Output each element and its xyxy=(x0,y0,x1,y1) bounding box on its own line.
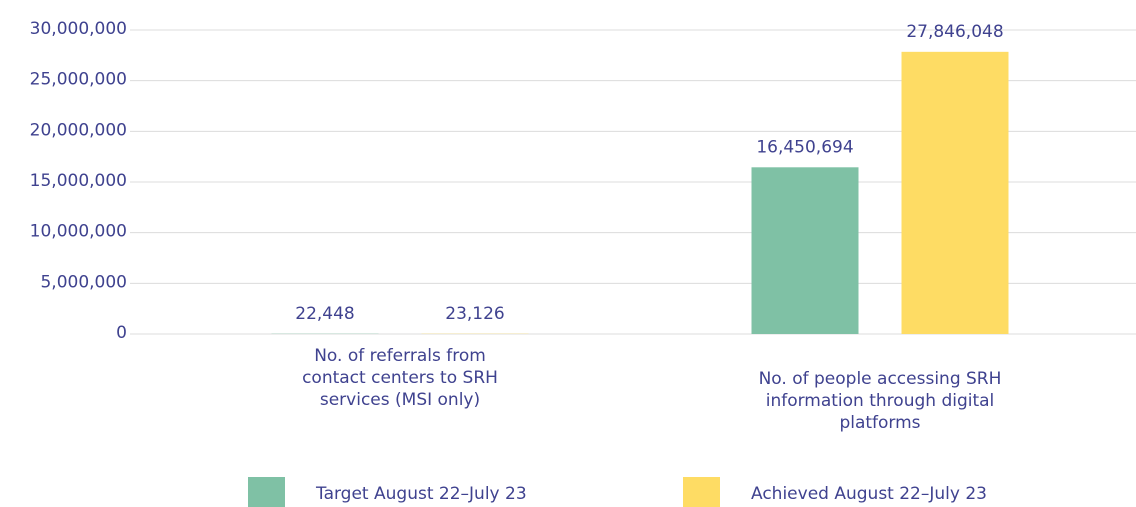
y-tick-label: 10,000,000 xyxy=(30,222,127,242)
legend-label: Achieved August 22–July 23 xyxy=(751,484,987,504)
value-label: 27,846,048 xyxy=(906,22,1003,42)
legend-swatch xyxy=(683,477,720,507)
y-tick-label: 15,000,000 xyxy=(30,171,127,191)
y-tick-label: 25,000,000 xyxy=(30,70,127,90)
value-label: 23,126 xyxy=(445,304,504,324)
legend-label: Target August 22–July 23 xyxy=(315,484,527,504)
x-tick-label: No. of referrals from contact centers to… xyxy=(302,346,498,410)
bar xyxy=(751,167,859,334)
y-tick-label: 20,000,000 xyxy=(30,120,127,140)
value-label: 22,448 xyxy=(295,304,354,324)
value-label: 16,450,694 xyxy=(756,137,853,157)
legend-swatch xyxy=(248,477,285,507)
x-tick-label: No. of people accessing SRH information … xyxy=(758,369,1002,433)
y-tick-label: 0 xyxy=(116,323,127,343)
bar xyxy=(901,51,1009,334)
y-tick-label: 5,000,000 xyxy=(40,272,127,292)
y-tick-label: 30,000,000 xyxy=(30,19,127,39)
